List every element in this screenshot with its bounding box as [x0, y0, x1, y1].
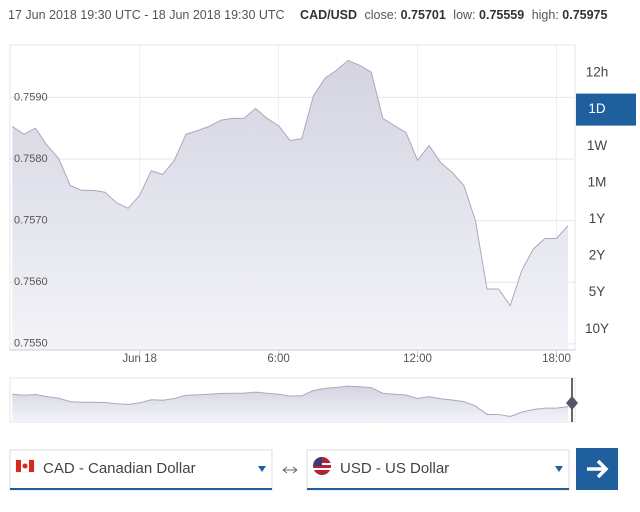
- range-button-label: 10Y: [585, 321, 609, 336]
- range-button[interactable]: 1W: [587, 138, 608, 153]
- low: 0.75559: [479, 8, 524, 22]
- area: [12, 60, 569, 350]
- range-button[interactable]: 2Y: [589, 248, 606, 263]
- range-button-label: 1W: [587, 138, 608, 153]
- range-button-label: 2Y: [589, 248, 606, 263]
- line: [12, 59, 569, 307]
- to-select[interactable]: USD - US Dollar: [306, 449, 570, 491]
- select-box[interactable]: [9, 449, 273, 491]
- range-button[interactable]: 10Y: [585, 321, 609, 336]
- low-label: low:: [453, 8, 475, 22]
- range-button[interactable]: 1M: [588, 174, 607, 189]
- range-buttons: 12h 1D 1W 1M 1Y 2Y 5Y 10Y: [576, 65, 636, 336]
- x-tick-label: 12:00: [403, 353, 432, 365]
- date-range: 17 Jun 2018 19:30 UTC - 18 Jun 2018 19:3…: [8, 8, 285, 22]
- y-tick-label: 0.7550: [14, 338, 48, 350]
- us-flag-stripe: [313, 468, 331, 470]
- range-button-label: 1M: [588, 174, 607, 189]
- header: 17 Jun 2018 19:30 UTC - 18 Jun 2018 19:3…: [8, 8, 608, 22]
- x-tick-label: 6:00: [267, 353, 289, 365]
- range-button-label: 12h: [586, 65, 609, 80]
- close-label: close:: [364, 8, 397, 22]
- to-currency: USD - US Dollar: [340, 460, 449, 477]
- high-label: high:: [532, 8, 559, 22]
- range-button[interactable]: 12h: [586, 65, 609, 80]
- range-button[interactable]: 1Y: [589, 211, 606, 226]
- area: [12, 386, 569, 422]
- range-button-bg: [576, 93, 636, 126]
- y-tick-label: 0.7570: [14, 215, 48, 227]
- from-currency: CAD - Canadian Dollar: [43, 460, 196, 477]
- swap-icon[interactable]: [282, 466, 298, 474]
- ca-flag-band: [16, 460, 21, 472]
- navigator-handle[interactable]: [566, 396, 578, 410]
- line: [12, 385, 569, 418]
- y-tick-label: 0.7580: [14, 153, 48, 165]
- high: 0.75975: [562, 8, 607, 22]
- caret: [555, 466, 563, 472]
- caret: [258, 466, 266, 472]
- us-flag-canton: [313, 457, 322, 466]
- range-button[interactable]: 1D: [576, 93, 636, 126]
- from-select[interactable]: CAD - Canadian Dollar: [9, 449, 273, 491]
- x-tick-label: Jun 18: [122, 353, 157, 365]
- y-tick-label: 0.7560: [14, 276, 48, 288]
- range-button-label: 1D: [588, 101, 606, 116]
- pair: CAD/USD: [300, 8, 357, 22]
- x-tick-label: 18:00: [542, 353, 571, 365]
- range-button-label: 1Y: [589, 211, 606, 226]
- ca-flag-leaf: [22, 463, 28, 469]
- close: 0.75701: [401, 8, 446, 22]
- navigator-series: [12, 385, 569, 422]
- arrow-icon: [587, 459, 609, 479]
- plot: 0.7550 0.7560 0.7570 0.7580 0.7590 Jun 18 6:00…: [10, 45, 575, 365]
- range-button[interactable]: 5Y: [589, 284, 606, 299]
- range-button-label: 5Y: [589, 284, 606, 299]
- select-box[interactable]: [306, 449, 570, 491]
- y-tick-label: 0.7590: [14, 91, 48, 103]
- ca-flag-band: [29, 460, 34, 472]
